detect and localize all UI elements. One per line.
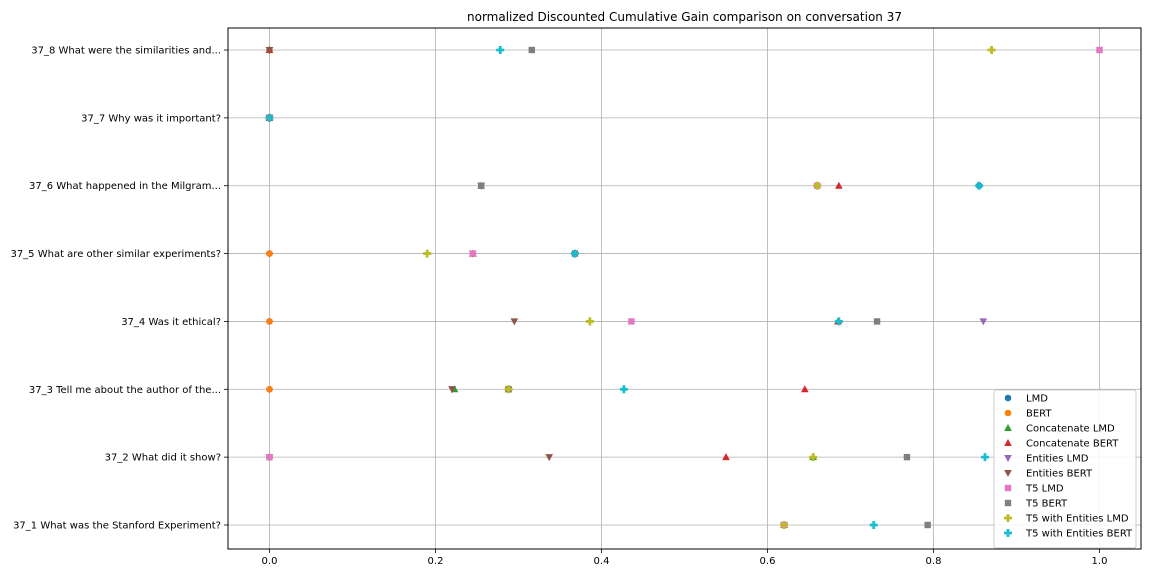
legend-marker [1004, 529, 1012, 537]
y-tick-label: 37_3 Tell me about the author of the... [29, 385, 221, 396]
point-entities-bert [510, 318, 519, 326]
y-tick-label: 37_5 What are other similar experiments? [10, 249, 221, 260]
plot-frame [227, 27, 1142, 550]
legend-marker [1004, 455, 1012, 462]
point-t5-with-entities-lmd [780, 521, 789, 529]
point-t5-with-entities-bert [975, 181, 984, 190]
points-layer [265, 46, 1103, 529]
y-tick-label: 37_4 Was it ethical? [121, 317, 221, 328]
point-entities-lmd [979, 318, 988, 326]
point-entities-bert [545, 454, 554, 462]
point-bert [266, 318, 273, 325]
legend-marker [1004, 470, 1012, 477]
point-t5-with-entities-bert [869, 521, 878, 529]
legend-marker [1004, 499, 1012, 507]
point-t5-bert [477, 182, 485, 189]
legend-marker [1004, 394, 1012, 402]
legend-label: T5 with Entities BERT [1025, 529, 1133, 540]
y-axis: 37_1 What was the Stanford Experiment? 37… [10, 46, 228, 532]
legend-label: Entities BERT [1026, 469, 1093, 480]
point-entities-bert [448, 386, 456, 394]
y-tick-label: 37_2 What did it show? [105, 453, 221, 464]
point-t5-with-entities-bert [265, 113, 274, 122]
legend-label: Entities LMD [1026, 454, 1089, 465]
point-t5-bert [903, 453, 911, 461]
x-tick-label: 0.6 [760, 556, 776, 567]
point-t5-bert [924, 521, 931, 529]
legend-label: BERT [1026, 409, 1052, 420]
point-t5-with-entities-lmd [504, 385, 513, 394]
x-tick-label: 0.4 [594, 556, 610, 567]
y-tick-label: 37_1 What was the Stanford Experiment? [13, 521, 221, 532]
x-tick-label: 0.2 [428, 556, 444, 567]
point-t5-lmd [266, 453, 273, 461]
legend-label: T5 BERT [1025, 499, 1068, 510]
point-bert [266, 385, 273, 393]
legend-marker [1004, 409, 1012, 417]
point-concatenate-bert [801, 385, 809, 393]
legend: LMD BERT Concatenate LMD Concatenate BERT En… [993, 389, 1137, 549]
point-t5-with-entities-bert [619, 385, 628, 394]
legend-label: T5 LMD [1025, 484, 1064, 495]
point-concatenate-bert [835, 181, 843, 189]
point-t5-with-entities-bert [570, 249, 579, 258]
legend-marker [1004, 514, 1012, 522]
x-tick-label: 0.8 [926, 556, 942, 567]
legend-label: LMD [1026, 394, 1048, 405]
legend-label: T5 with Entities LMD [1025, 514, 1129, 525]
point-t5-with-entities-lmd [423, 249, 432, 258]
point-t5-with-entities-bert [980, 453, 989, 462]
legend-marker [1004, 439, 1012, 446]
x-tick-label: 1.0 [1092, 556, 1108, 567]
legend-label: Concatenate BERT [1026, 439, 1119, 450]
point-t5-bert [528, 46, 535, 54]
x-tick-label: 0.0 [262, 556, 278, 567]
point-t5-with-entities-lmd [585, 317, 594, 326]
point-t5-with-entities-lmd [813, 181, 822, 190]
point-t5-lmd [1096, 46, 1103, 54]
y-tick-label: 37_6 What happened in the Milgram... [29, 181, 221, 192]
point-t5-with-entities-lmd [987, 46, 996, 54]
y-tick-label: 37_8 What were the similarities and... [31, 46, 221, 57]
point-t5-with-entities-bert [496, 46, 505, 54]
legend-label: Concatenate LMD [1026, 424, 1115, 435]
point-t5-with-entities-lmd [809, 453, 818, 462]
chart-title: normalized Discounted Cumulative Gain co… [467, 10, 902, 24]
legend-marker [1004, 484, 1012, 492]
legend-box [993, 389, 1137, 549]
point-entities-bert [265, 47, 274, 54]
y-tick-label: 37_7 Why was it important? [81, 113, 221, 124]
point-t5-lmd [469, 250, 477, 257]
point-t5-with-entities-bert [834, 317, 843, 326]
point-bert [266, 250, 273, 257]
point-t5-lmd [628, 318, 635, 325]
point-t5-bert [873, 318, 881, 325]
point-concatenate-bert [722, 453, 730, 461]
legend-marker [1004, 424, 1012, 431]
x-axis: 0.0 0.2 0.4 0.6 0.8 1.0 [262, 549, 1108, 567]
